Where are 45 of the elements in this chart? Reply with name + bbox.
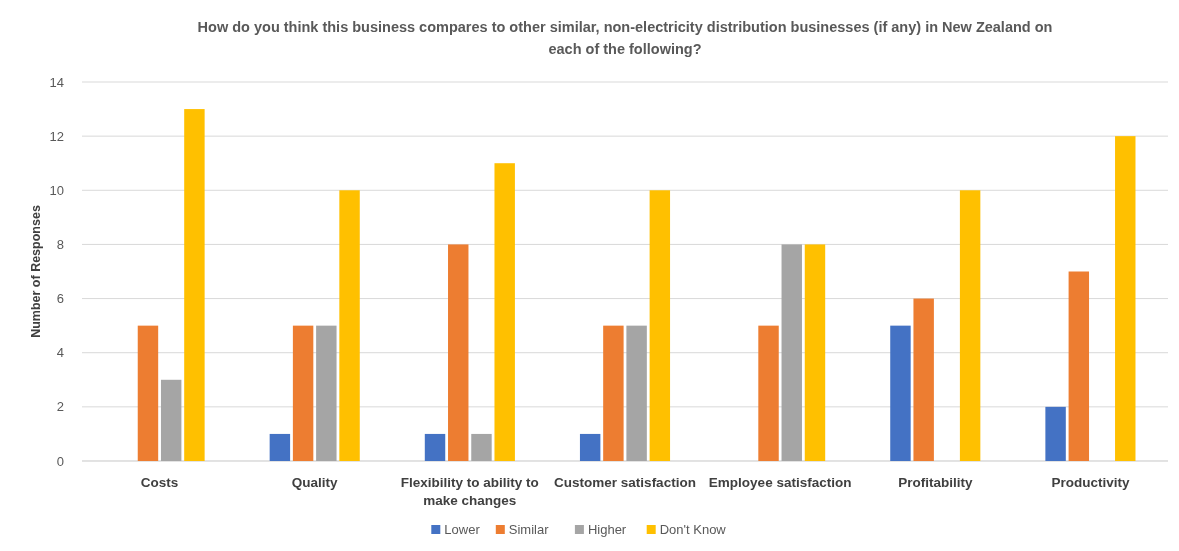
- bar: [1045, 406, 1066, 461]
- bar: [471, 433, 492, 461]
- bar: [137, 325, 159, 461]
- bar: [626, 325, 647, 461]
- bar: [579, 433, 601, 461]
- legend-label: Lower: [444, 522, 481, 537]
- y-tick-label: 10: [49, 182, 64, 198]
- y-tick-label: 2: [56, 399, 64, 415]
- bar: [649, 190, 671, 461]
- legend-label: Higher: [587, 522, 627, 537]
- y-tick-label: 6: [56, 291, 64, 307]
- y-tick-label: 4: [56, 345, 64, 361]
- x-tick-label: Customer satisfaction: [554, 475, 696, 490]
- bar: [1068, 271, 1090, 461]
- bar: [758, 325, 779, 461]
- bar: [959, 190, 981, 461]
- y-tick-label: 12: [49, 128, 64, 144]
- bar: [913, 298, 934, 461]
- bar: [292, 325, 314, 461]
- bar: [781, 244, 802, 461]
- x-tick-label: Quality: [291, 475, 339, 490]
- bar: [160, 379, 182, 461]
- bar: [316, 325, 337, 461]
- x-tick-label: Employee satisfaction: [708, 475, 852, 490]
- bar: [494, 163, 515, 461]
- y-axis-title: Number of Responses: [29, 205, 43, 338]
- x-tick-label: Profitability: [898, 475, 973, 490]
- bar: [890, 325, 911, 461]
- legend-label: Similar: [508, 522, 550, 537]
- bar: [1115, 136, 1136, 461]
- bar: [339, 190, 360, 461]
- bar: [424, 433, 446, 461]
- bar: [448, 244, 469, 461]
- x-tick-label: Productivity: [1051, 475, 1130, 490]
- x-tick-label: Costs: [140, 475, 179, 490]
- y-tick-label: 14: [49, 74, 64, 90]
- y-tick-label: 0: [56, 453, 64, 469]
- bar: [603, 325, 624, 461]
- bar: [184, 109, 205, 461]
- bar: [804, 244, 826, 461]
- bar: [269, 433, 291, 461]
- legend-label: Don't Know: [659, 522, 727, 537]
- x-tick-label: Flexibility to ability to make changes: [400, 475, 539, 508]
- chart-title: How do you think this business compares to other similar, non-electricity distribution businesses (if any) in New Zealand on each of the following?: [197, 19, 1053, 57]
- y-tick-label: 8: [56, 236, 64, 252]
